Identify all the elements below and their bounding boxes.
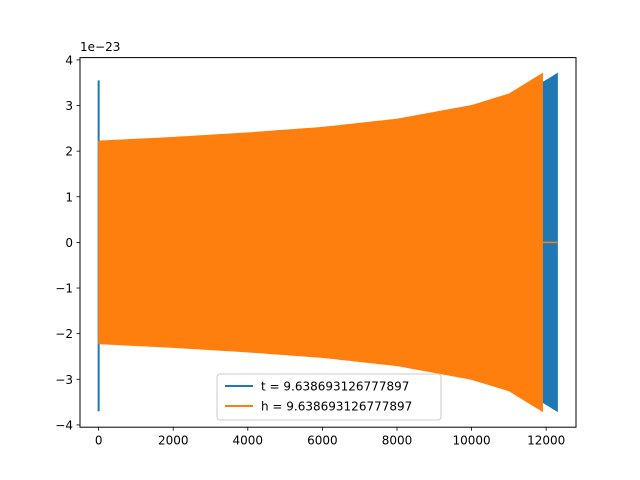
- y-tick-label: 1: [65, 190, 73, 204]
- series-1: [98, 72, 558, 413]
- x-tick-label: 2000: [158, 434, 189, 448]
- x-tick-label: 6000: [307, 434, 338, 448]
- plot-area: [97, 72, 558, 413]
- y-tick-label: −2: [55, 327, 73, 341]
- series-1-oscillation-band: [98, 72, 543, 413]
- y-tick-label: 0: [65, 236, 73, 250]
- legend-label-0: t = 9.638693126777897: [261, 380, 409, 394]
- y-tick-label: 3: [65, 99, 73, 113]
- x-tick-label: 0: [95, 434, 103, 448]
- y-tick-label: −4: [55, 418, 73, 432]
- y-tick-label: 4: [65, 53, 73, 67]
- y-tick-label: 2: [65, 145, 73, 159]
- x-tick-label: 10000: [452, 434, 490, 448]
- y-tick-label: −1: [55, 282, 73, 296]
- legend-box: [216, 373, 442, 421]
- legend: t = 9.638693126777897 h = 9.6386931267778…: [216, 373, 442, 421]
- x-tick-label: 8000: [382, 434, 413, 448]
- y-tick-label: −3: [55, 373, 73, 387]
- y-axis: −4 −3 −2 −1 0 1 2 3 4: [55, 53, 80, 432]
- y-offset-label: 1e−23: [80, 40, 120, 54]
- x-axis: 0 2000 4000 6000 8000 10000 12000: [95, 427, 565, 448]
- legend-label-1: h = 9.638693126777897: [261, 400, 412, 414]
- x-tick-label: 12000: [527, 434, 565, 448]
- x-tick-label: 4000: [233, 434, 264, 448]
